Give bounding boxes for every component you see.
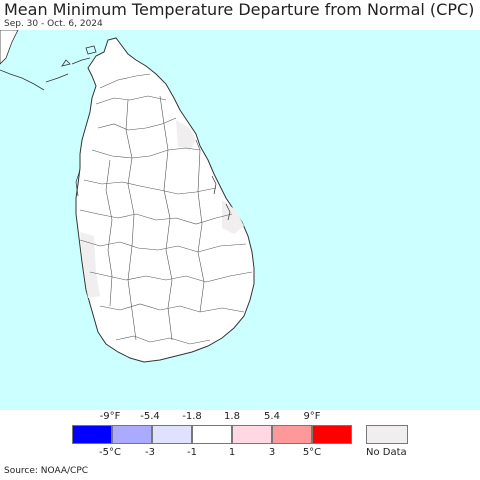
coastal-lagoons bbox=[75, 169, 231, 221]
no-data-region-batticaloa bbox=[222, 200, 244, 234]
legend-f-tick-5: 5.4 bbox=[264, 411, 280, 422]
legend-c-tick-4: 1 bbox=[228, 447, 236, 458]
date-range: Sep. 30 - Oct. 6, 2024 bbox=[4, 19, 103, 29]
no-data-region-west bbox=[80, 232, 100, 298]
legend-c-tick-5: 3 bbox=[268, 447, 276, 458]
legend-bin-1 bbox=[72, 425, 112, 444]
legend-bin-7 bbox=[312, 425, 352, 444]
india-coast-line bbox=[0, 69, 45, 91]
district-boundaries bbox=[79, 73, 253, 345]
legend-f-tick-3: -1.8 bbox=[182, 411, 202, 422]
legend-c-tick-2: -3 bbox=[145, 447, 155, 458]
legend-f-tick-1: -9°F bbox=[99, 411, 121, 422]
source-credit: Source: NOAA/CPC bbox=[4, 466, 89, 476]
legend-c-tick-3: -1 bbox=[187, 447, 197, 458]
no-data-region-east bbox=[176, 120, 196, 150]
legend-bin-6 bbox=[272, 425, 312, 444]
legend-bin-3 bbox=[152, 425, 192, 444]
legend-no-data-label: No Data bbox=[366, 447, 407, 458]
legend-f-tick-6: 9°F bbox=[303, 411, 321, 422]
adams-bridge-islands bbox=[45, 45, 97, 83]
legend-c-tick-6: 5°C bbox=[302, 447, 322, 458]
legend-c-tick-1: -5°C bbox=[99, 447, 121, 458]
legend-f-tick-4: 1.8 bbox=[224, 411, 240, 422]
legend-bin-2 bbox=[112, 425, 152, 444]
legend-f-tick-2: -5.4 bbox=[140, 411, 160, 422]
legend-no-data-swatch bbox=[366, 425, 408, 444]
sri-lanka-map bbox=[0, 30, 480, 410]
legend-bin-4 bbox=[192, 425, 232, 444]
map-title: Mean Minimum Temperature Departure from … bbox=[4, 0, 475, 19]
legend-bin-5 bbox=[232, 425, 272, 444]
india-coast-land bbox=[0, 30, 19, 65]
